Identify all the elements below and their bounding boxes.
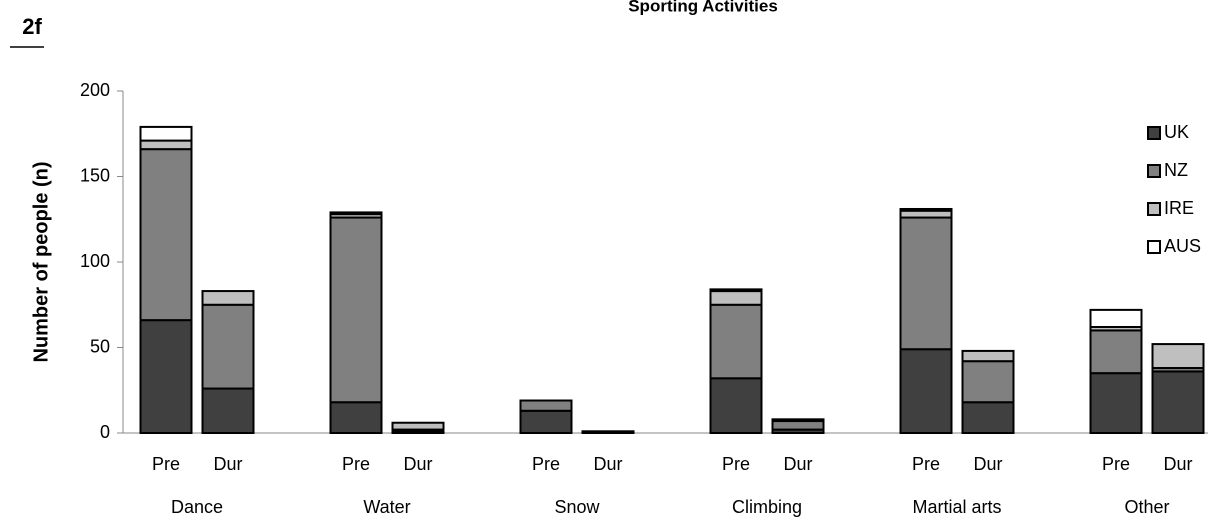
legend-swatch — [1147, 126, 1161, 140]
group-label: Climbing — [732, 497, 802, 517]
legend-swatch — [1147, 202, 1161, 216]
x-tick-label: Dur — [783, 454, 812, 474]
legend-label: AUS — [1164, 236, 1201, 256]
x-tick-label: Pre — [152, 454, 180, 474]
bar-segment — [391, 421, 445, 431]
bar-segment — [201, 290, 255, 306]
x-tick-label: Dur — [213, 454, 242, 474]
bar-segment — [771, 418, 825, 423]
group-label: Martial arts — [912, 497, 1001, 517]
bar-segment — [329, 401, 383, 435]
x-tick-label: Pre — [342, 454, 370, 474]
legend-label: IRE — [1164, 198, 1194, 218]
x-tick-label: Dur — [403, 454, 432, 474]
group-label: Snow — [554, 497, 600, 517]
bar-segment — [329, 211, 383, 216]
group-label: Other — [1124, 497, 1169, 517]
x-tick-label: Pre — [1102, 454, 1130, 474]
bar-segment — [1151, 370, 1205, 435]
bar-segment — [581, 430, 635, 435]
x-tick-label: Pre — [722, 454, 750, 474]
chart-title: Sporting Activities — [628, 0, 778, 15]
legend-label: UK — [1164, 122, 1189, 142]
bar-segment — [899, 348, 953, 434]
legend-swatch — [1147, 164, 1161, 178]
bar-segment — [201, 303, 255, 390]
x-tick-label: Pre — [912, 454, 940, 474]
bar-segment — [961, 349, 1015, 363]
group-label: Dance — [171, 497, 223, 517]
bar-segment — [329, 216, 383, 404]
legend-swatch — [1147, 240, 1161, 254]
x-tick-label: Dur — [1163, 454, 1192, 474]
bar-segment — [1089, 308, 1143, 328]
x-tick-label: Dur — [973, 454, 1002, 474]
x-tick-label: Dur — [593, 454, 622, 474]
bar-segment — [961, 360, 1015, 404]
y-axis-label: Number of people (n) — [30, 161, 52, 362]
panel-label: 2f — [22, 14, 42, 39]
bar-segment — [139, 319, 193, 435]
bar-segment — [201, 387, 255, 435]
y-tick-label: 50 — [90, 336, 110, 356]
bar-segment — [709, 377, 763, 434]
bar-segment — [1089, 329, 1143, 375]
y-tick-label: 200 — [80, 80, 110, 100]
bar-segment — [519, 409, 573, 434]
bar-segment — [899, 216, 953, 351]
legend-label: NZ — [1164, 160, 1188, 180]
x-tick-label: Pre — [532, 454, 560, 474]
bar-segment — [709, 290, 763, 306]
bar-segment — [771, 420, 825, 431]
bar-segment — [1151, 343, 1205, 370]
bar-segment — [709, 288, 763, 293]
bar-segment — [139, 139, 193, 151]
y-tick-label: 150 — [80, 165, 110, 185]
bar-segment — [139, 148, 193, 322]
bar-segment — [1089, 372, 1143, 434]
group-label: Water — [363, 497, 410, 517]
bar-segment — [961, 401, 1015, 435]
bar-segment — [519, 399, 573, 412]
bar-segment — [709, 303, 763, 380]
bar-segment — [899, 209, 953, 219]
bar-segment — [139, 125, 193, 142]
bar-segment — [899, 207, 953, 212]
y-tick-label: 100 — [80, 251, 110, 271]
y-tick-label: 0 — [100, 422, 110, 442]
